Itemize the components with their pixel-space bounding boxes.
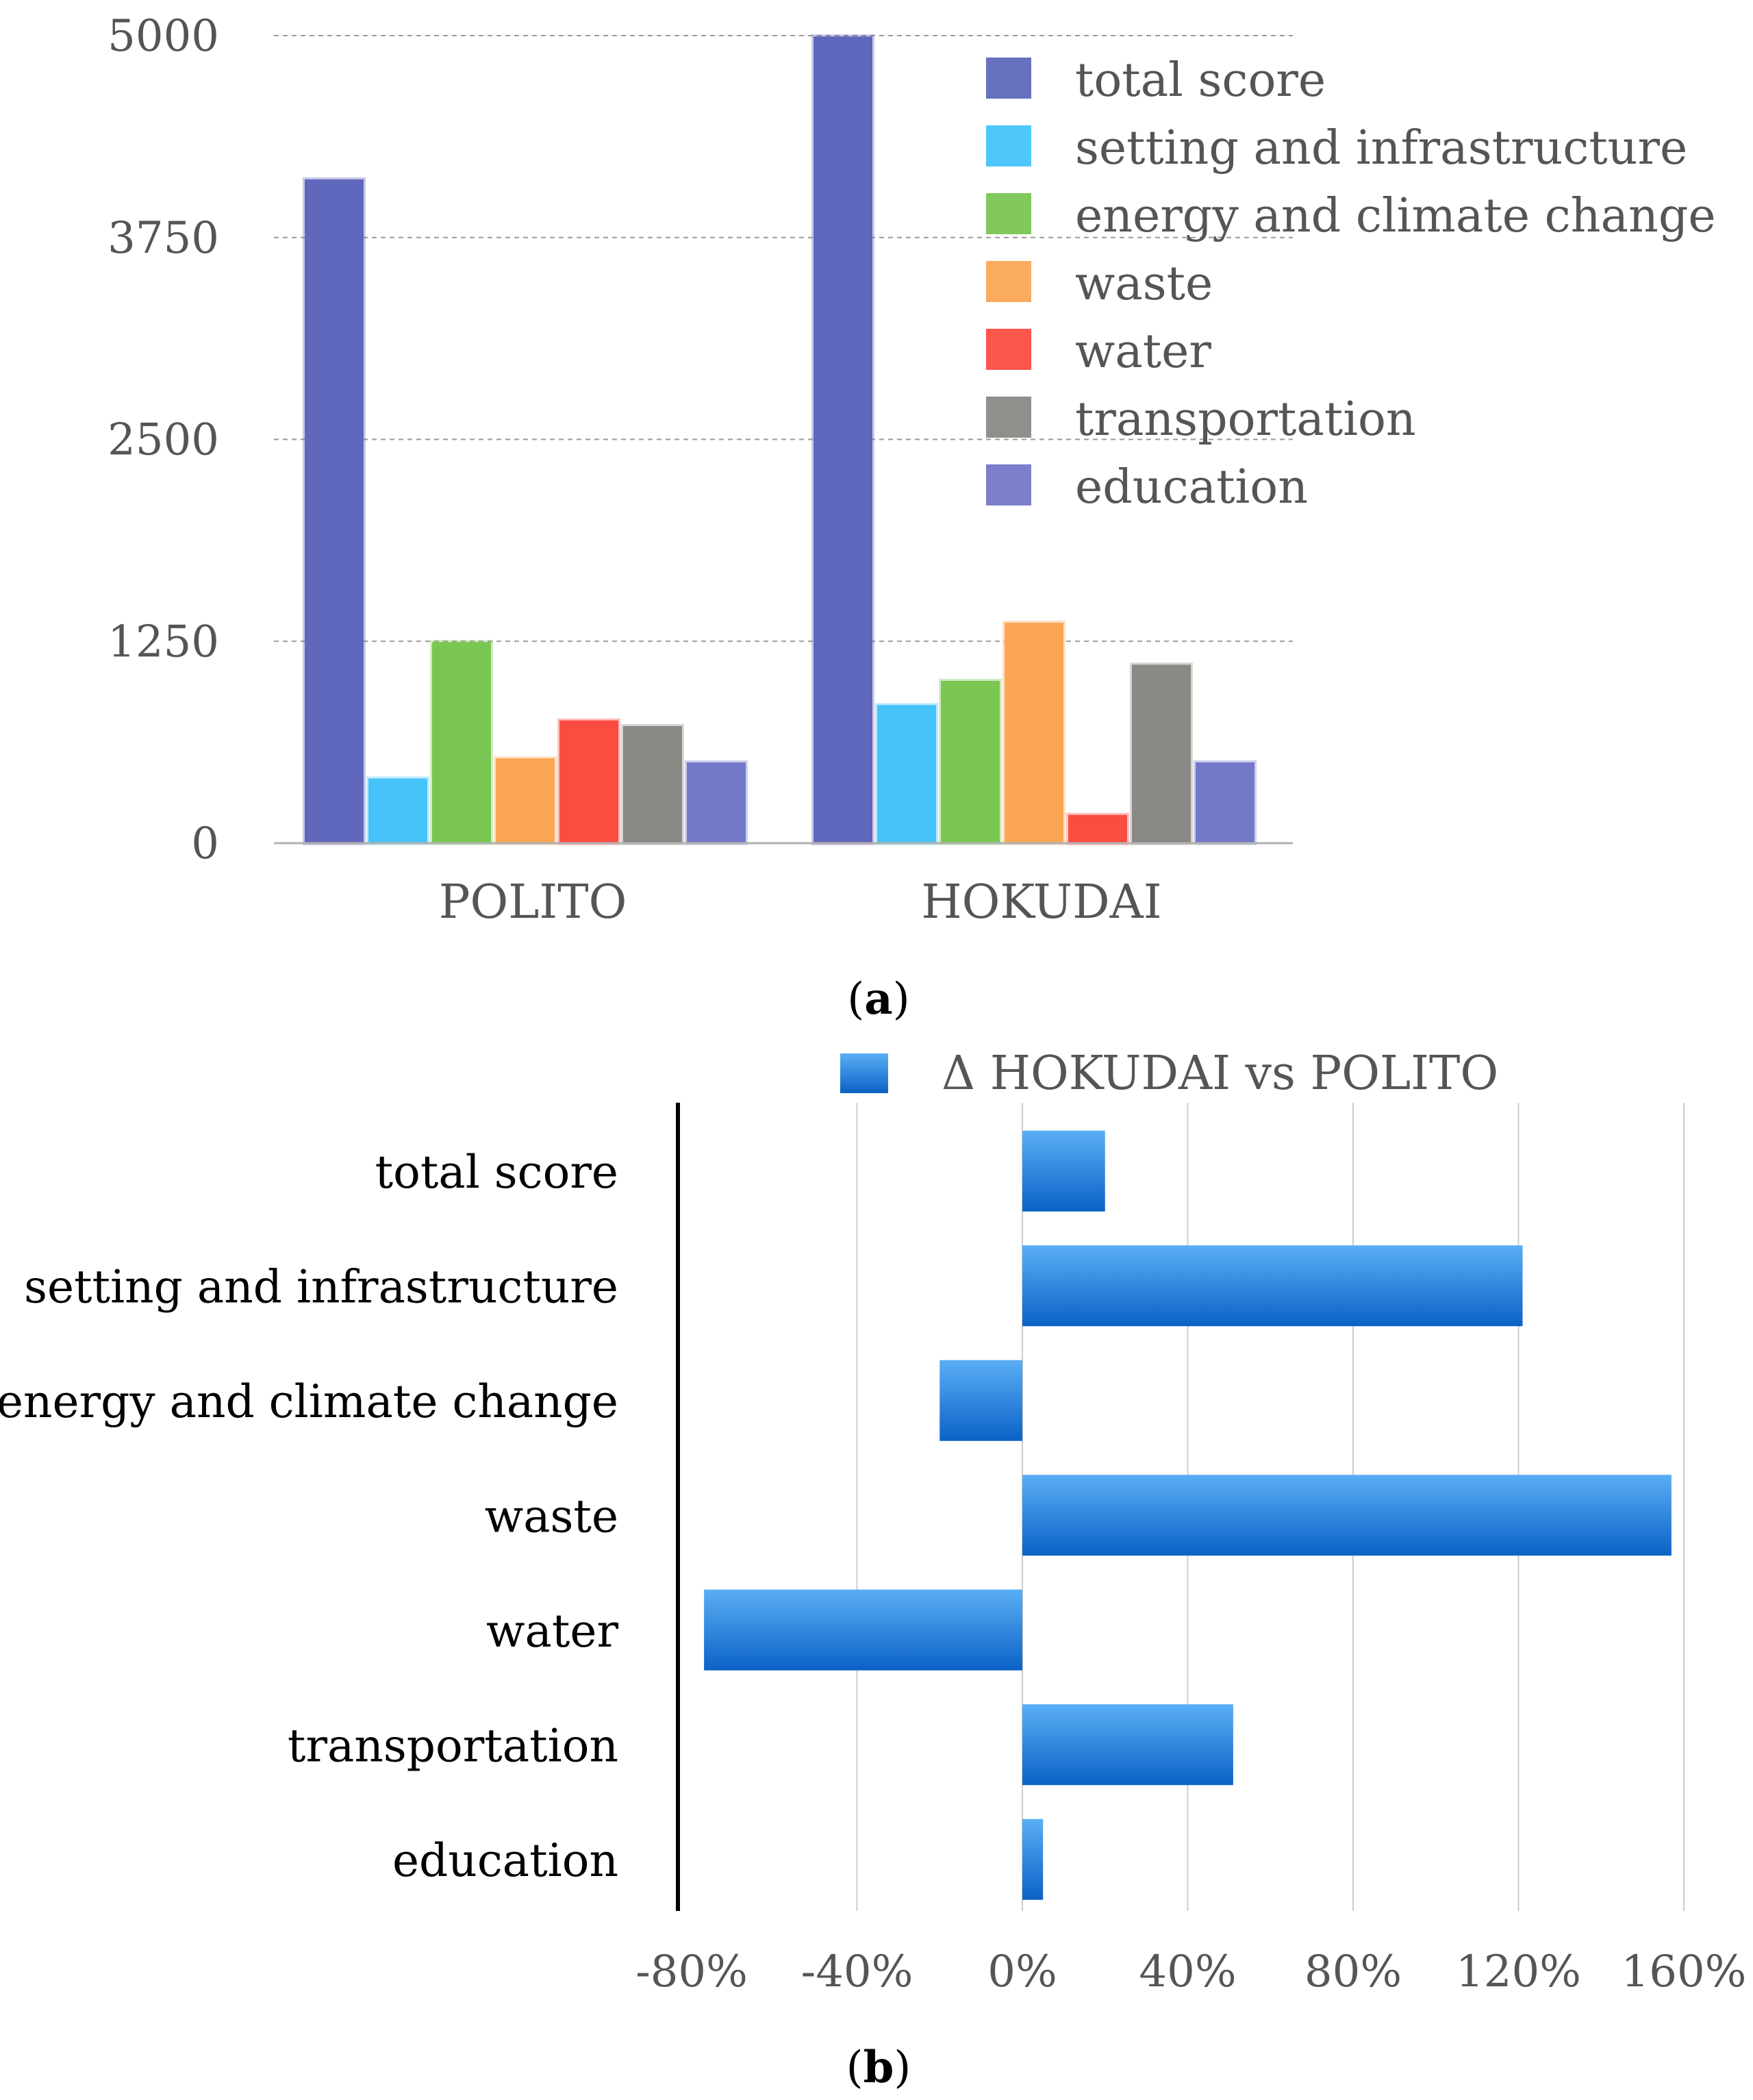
chart-b-bar-education [1022,1818,1044,1900]
chart-a-bar-water-polito [557,718,620,845]
chart-a-x-category-label: HOKUDAI [921,875,1161,929]
chart-b-bar-energy-and-climate-change [939,1360,1022,1441]
chart-b-category-label: energy and climate change [0,1375,618,1428]
chart-a-bar-waste-polito [494,756,557,845]
chart-a-legend-label: water [1075,325,1211,379]
chart-a-bar-setting-and-infrastructure-polito [366,776,429,846]
chart-a-bar-total-score-polito [303,177,366,845]
chart-b-category-label: waste [485,1490,618,1542]
chart-a-bar-transportation-polito [621,724,684,846]
chart-a-legend-swatch [986,125,1031,166]
chart-b-caption-letter: b [863,2042,894,2093]
chart-a-caption-letter: a [864,973,892,1025]
chart-b-bars [704,1130,1672,1900]
chart-a-y-tick-label: 5000 [108,11,219,62]
chart-a-legend-swatch [986,329,1031,370]
chart-b-category-label: transportation [288,1719,618,1772]
chart-b-x-tick-label: 120% [1456,1947,1581,1997]
chart-a-bar-energy-and-climate-change-hokudai [939,679,1002,845]
chart-a-legend-label: total score [1075,53,1326,108]
chart-b-legend: Δ HOKUDAI vs POLITO [840,1047,1498,1101]
chart-b-bar-transportation [1022,1704,1233,1786]
chart-a-y-tick-label: 2500 [108,415,219,466]
chart-b-x-tick-label: -40% [801,1947,913,1997]
chart-a-bar-water-hokudai [1066,812,1129,845]
chart-b-x-tick-label: 80% [1304,1947,1402,1997]
chart-a-legend-label: setting and infrastructure [1075,121,1687,175]
chart-a-legend-label: education [1075,460,1308,514]
chart-a-legend-swatch [986,58,1031,99]
chart-a-x-category-label: POLITO [439,875,627,929]
chart-a-y-tick-label: 0 [191,818,219,869]
chart-a-y-tick-label: 1250 [108,616,219,667]
chart-a-legend-label: waste [1075,257,1213,311]
chart-a: 0 1250 2500 3750 5000 POLITO HOKUDAI total sc… [108,11,1715,1025]
chart-a-gridlines [274,35,1293,642]
chart-a-legend-label: energy and climate change [1075,189,1716,243]
chart-a-bar-energy-and-climate-change-polito [430,640,493,846]
chart-b-bar-total-score [1022,1130,1105,1212]
chart-a-legend-swatch [986,261,1031,302]
chart-b-category-label: setting and infrastructure [24,1260,618,1313]
chart-a-bar-total-score-hokudai [811,34,874,846]
chart-b-bar-water [704,1589,1022,1671]
chart-a-y-tick-label: 3750 [108,213,219,264]
chart-a-bar-education-hokudai [1194,760,1257,845]
chart-a-bar-waste-hokudai [1002,621,1065,845]
chart-b-category-label: education [392,1834,618,1887]
chart-b-legend-label: Δ HOKUDAI vs POLITO [942,1047,1498,1101]
chart-a-legend: total score setting and infrastructure ene… [986,53,1716,514]
chart-a-caption: (a) [847,973,909,1025]
chart-b: Δ HOKUDAI vs POLITO total score setting a… [0,1047,1746,2093]
chart-b-x-tick-label: 160% [1622,1947,1747,1997]
chart-a-bars [303,34,1257,846]
chart-b-category-label: water [486,1605,618,1658]
chart-a-y-ticks: 0 1250 2500 3750 5000 [108,11,219,869]
chart-a-bar-education-polito [685,760,748,845]
chart-b-legend-swatch [840,1053,888,1093]
chart-a-legend-swatch [986,193,1031,234]
chart-b-x-ticks: -80% -40% 0% 40% 80% 120% 160% [635,1947,1746,1997]
chart-a-bar-setting-and-infrastructure-hokudai [875,703,938,845]
chart-a-legend-swatch [986,464,1031,505]
chart-b-bar-setting-and-infrastructure [1022,1245,1523,1327]
chart-b-x-tick-label: 40% [1139,1947,1236,1997]
chart-b-caption: (b) [846,2042,911,2093]
chart-b-category-labels: total score setting and infrastructure ene… [0,1146,618,1887]
chart-b-category-label: total score [375,1146,618,1199]
chart-a-x-categories: POLITO HOKUDAI [439,875,1162,929]
chart-b-x-tick-label: -80% [635,1947,748,1997]
chart-a-legend-label: transportation [1075,392,1416,447]
chart-a-bar-transportation-hokudai [1130,662,1193,845]
chart-b-x-tick-label: 0% [987,1947,1057,1997]
chart-a-legend-swatch [986,397,1031,438]
chart-b-bar-waste [1022,1475,1672,1556]
